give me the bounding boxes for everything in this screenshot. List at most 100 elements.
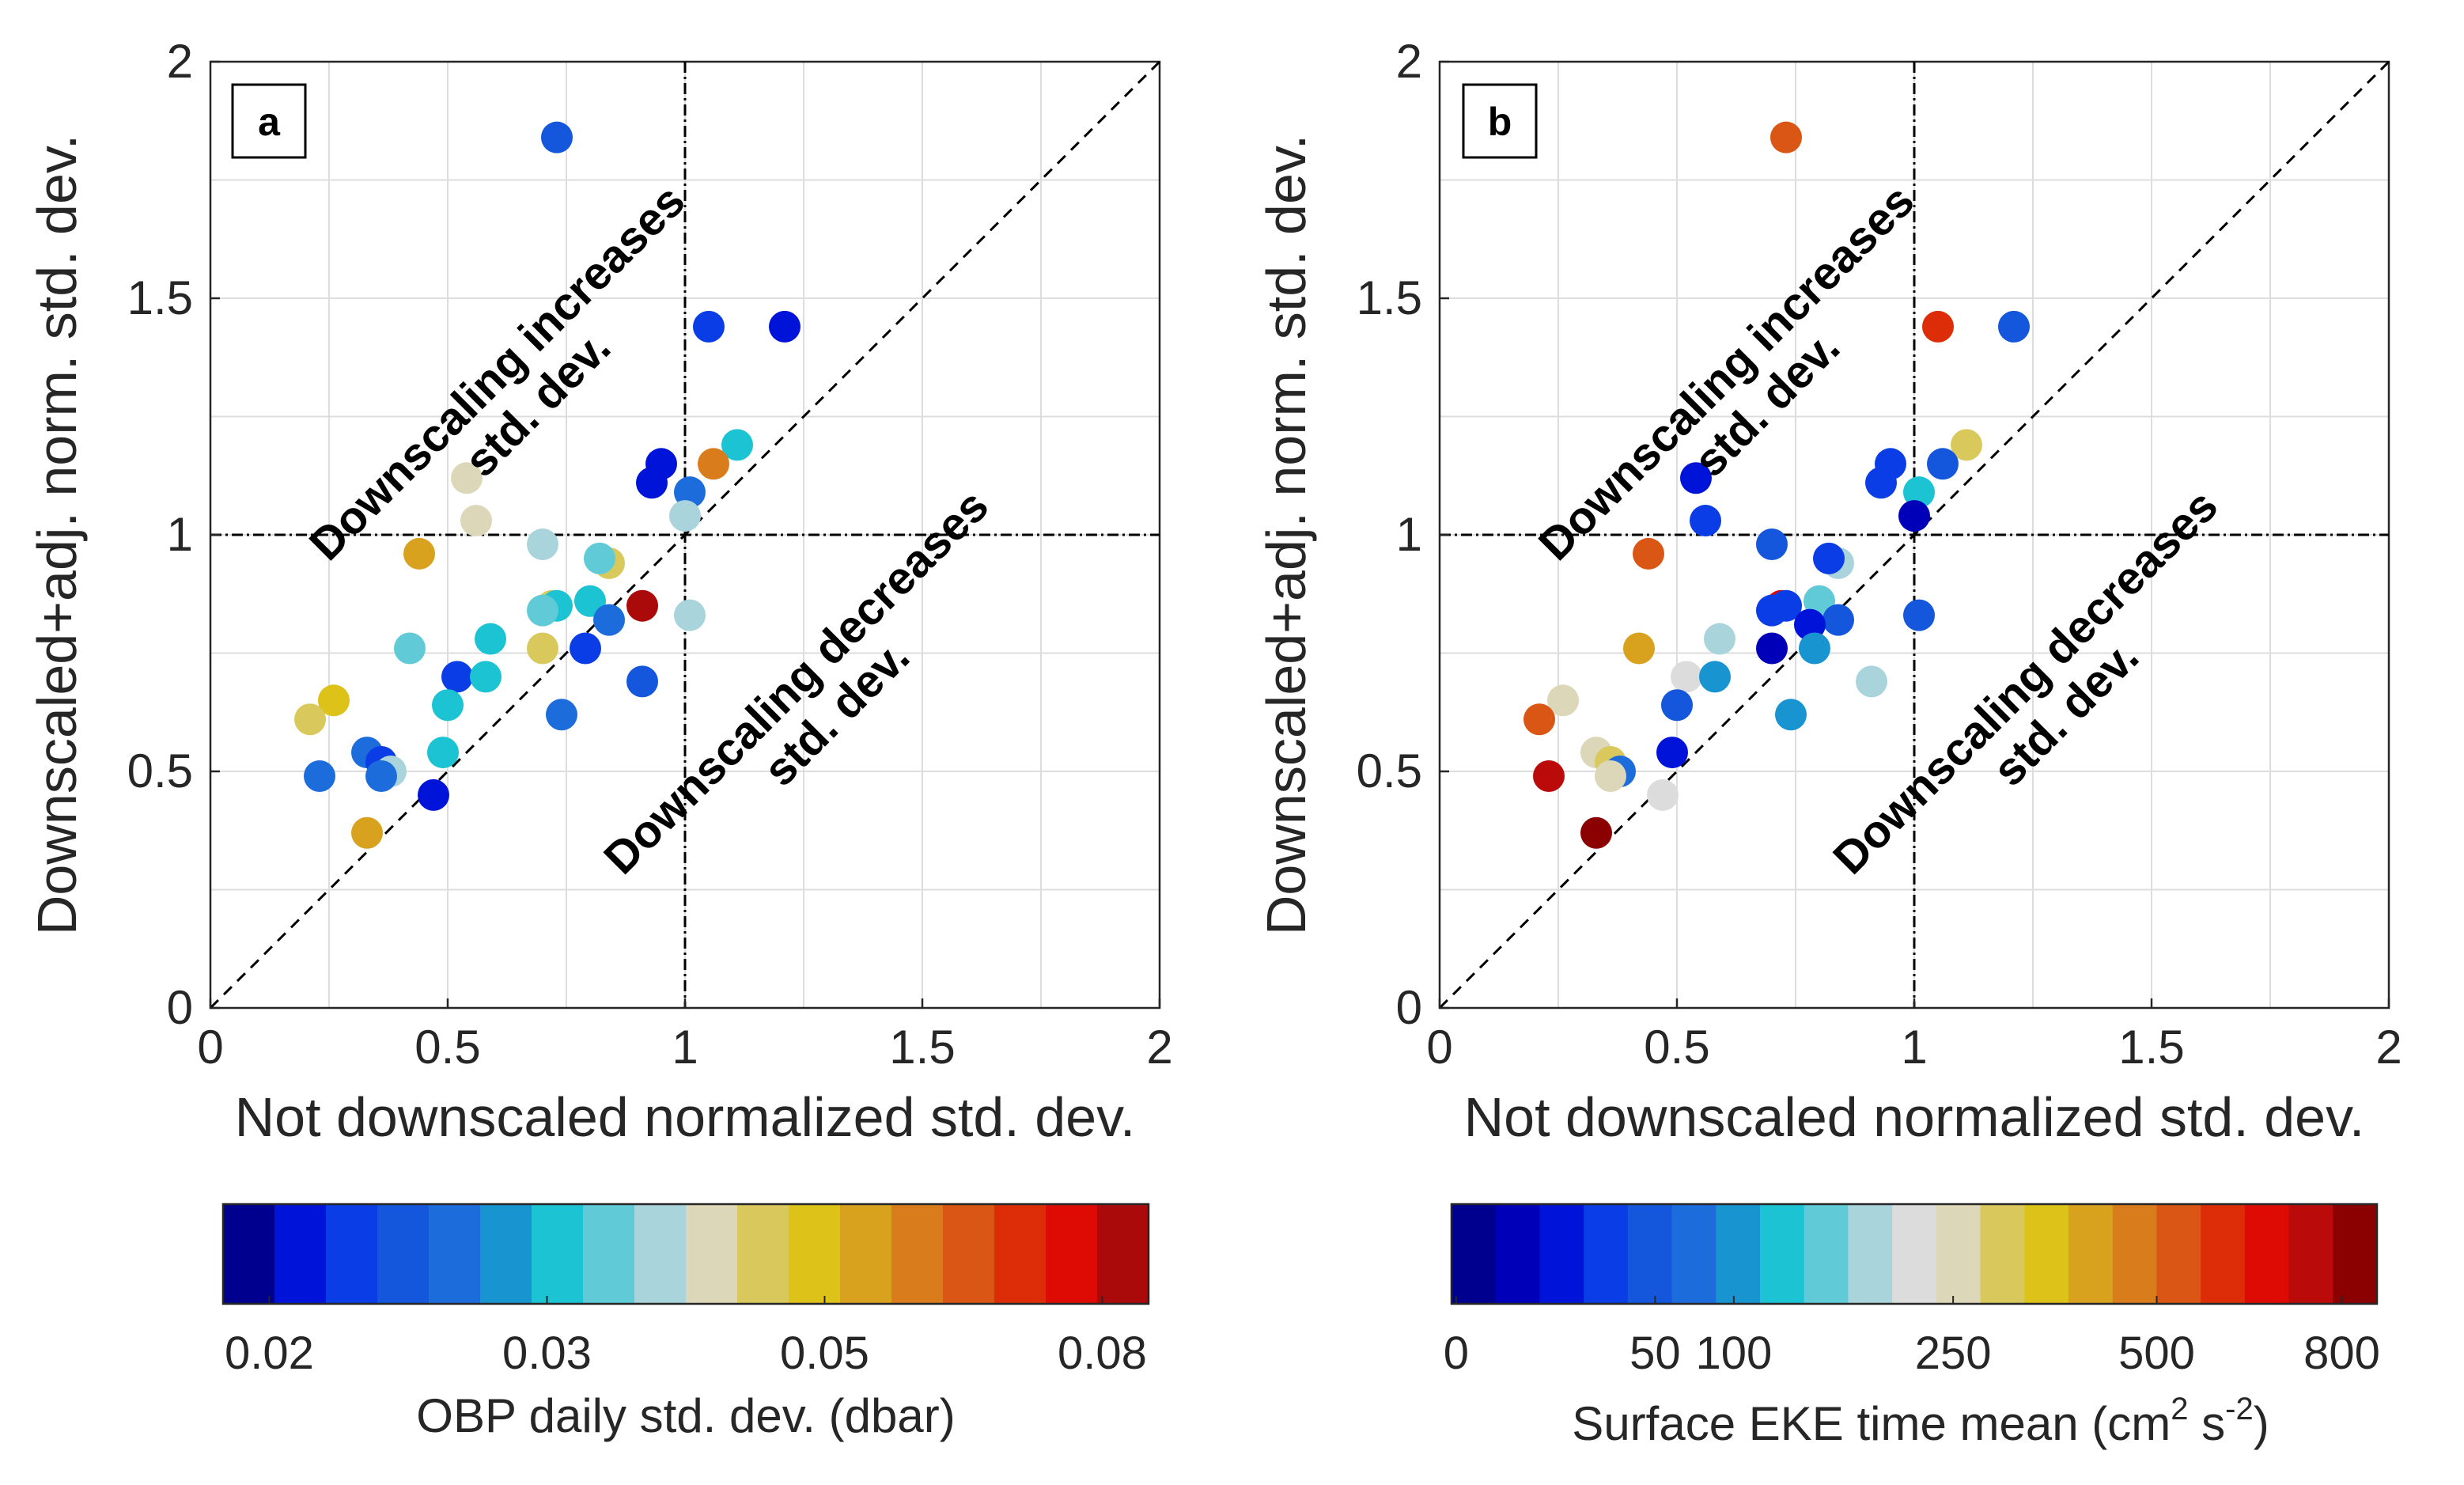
panel-a-annotation-increases: Downscaling increases std. dev.: [300, 166, 740, 606]
panel-a-colorbar-segment: [1097, 1204, 1149, 1304]
panel-a-y-tick-label: 0.5: [127, 744, 193, 797]
panel-b-data-point: [1799, 632, 1830, 665]
panel-a-data-point: [418, 778, 449, 811]
panel-b-colorbar-segment: [1760, 1204, 1805, 1304]
panel-a-grid: [210, 62, 1160, 1008]
panel-b-colorbar-segment: [1627, 1204, 1673, 1304]
panel-b-colorbar-segment: [1936, 1204, 1981, 1304]
panel-a-data-point: [304, 760, 335, 792]
panel-b-colorbar-frame: [1450, 1203, 2379, 1305]
panel-a-data-point: [451, 462, 483, 494]
panel-a-colorbar-segment: [480, 1204, 532, 1304]
panel-a-data-point: [669, 500, 701, 532]
panel-b-y-tick-label: 2: [1396, 35, 1422, 88]
panel-b-data-point: [1903, 599, 1935, 631]
panel-b-data-point: [1865, 467, 1897, 499]
panel-b-colorbar-segment: [1584, 1204, 1629, 1304]
panel-a-data-point: [441, 661, 473, 693]
panel-a-data-point: [427, 737, 459, 769]
panel-a-data-point: [294, 703, 326, 736]
panel-b-points: [1523, 121, 2030, 849]
panel-a-colorbar: [221, 1203, 1150, 1305]
panel-a-y-tick-label: 2: [167, 35, 193, 88]
panel-b-colorbar-segment: [1452, 1204, 1497, 1304]
panel-a-data-point: [674, 599, 706, 631]
panel-a-data-point: [593, 604, 625, 636]
panel-b-colorbar-tick-label: 250: [1915, 1328, 1992, 1379]
panel-a-data-point: [432, 689, 464, 722]
panel-b-annotation-decreases: Downscaling decreases std. dev.: [1823, 471, 2273, 920]
panel-a-data-point: [527, 632, 558, 665]
panel-b-colorbar: [1450, 1203, 2379, 1305]
panel-b-data-point: [1633, 537, 1664, 570]
panel-b-colorbar-segment: [1980, 1204, 2025, 1304]
panel-a-colorbar-segment: [634, 1204, 687, 1304]
panel-b-data-point: [1699, 661, 1731, 693]
panel-a-data-point: [626, 589, 658, 622]
panel-a-colorbar-segment: [1046, 1204, 1098, 1304]
panel-a-y-tick-label: 0: [167, 981, 193, 1034]
panel-a-x-tick-label: 0.5: [414, 1021, 480, 1074]
panel-b-colorbar-segment: [1804, 1204, 1849, 1304]
panel-a-colorbar-segment: [223, 1204, 275, 1304]
panel-a-points: [294, 121, 801, 849]
panel-b-data-point: [1998, 310, 2030, 343]
panel-b-colorbar-label-mid: s: [2188, 1397, 2225, 1450]
panel-a-data-point: [693, 310, 725, 343]
panel-a-colorbar-segment: [686, 1204, 738, 1304]
panel-b-colorbar-segment: [2201, 1204, 2246, 1304]
panel-b-y-ticks: 0 0.5 1 1.5 2: [1357, 35, 1449, 1034]
panel-a-colorbar-segment: [943, 1204, 995, 1304]
panel-b-data-point: [1547, 684, 1579, 717]
panel-b-colorbar-segment: [1495, 1204, 1541, 1304]
panel-b-colorbar-ticks: 0 50 100 250 500 800: [1444, 1296, 2380, 1379]
panel-a-colorbar-segment: [377, 1204, 430, 1304]
panel-b-colorbar-segment: [2024, 1204, 2069, 1304]
panel-a-colorbar-segment: [583, 1204, 635, 1304]
panel-b-colorbar-segment: [1716, 1204, 1761, 1304]
panel-a-x-tick-label: 0: [197, 1021, 223, 1074]
panel-b-colorbar-tick-label: 800: [2303, 1328, 2380, 1379]
panel-b-data-point: [1822, 604, 1854, 636]
panel-a-colorbar-label: OBP daily std. dev. (dbar): [416, 1389, 955, 1442]
panel-b-x-tick-label: 1: [1901, 1021, 1927, 1074]
panel-a-data-point: [546, 699, 577, 731]
panel-b-y-tick-label: 1.5: [1357, 271, 1422, 324]
panel-a-colorbar-tick-label: 0.05: [780, 1328, 869, 1379]
panel-a-x-ticks: 0 0.5 1 1.5 2: [197, 998, 1173, 1074]
panel-a-data-point: [318, 684, 350, 717]
panel-b-label: b: [1488, 100, 1512, 144]
panel-b-colorbar-segment: [1892, 1204, 1937, 1304]
panel-a-data-point: [721, 429, 753, 461]
panel-b-data-point: [1903, 476, 1935, 509]
panel-b-y-tick-label: 0: [1396, 981, 1422, 1034]
panel-a-colorbar-frame: [221, 1203, 1150, 1305]
panel-b-colorbar-segment: [2068, 1204, 2114, 1304]
panel-a-data-point: [541, 121, 573, 153]
panel-b-colorbar-tick-label: 500: [2118, 1328, 2195, 1379]
panel-a-data-point: [527, 594, 558, 627]
panel-a-colorbar-ticks: 0.02 0.03 0.05 0.08: [225, 1296, 1147, 1379]
panel-b-data-point: [1690, 505, 1721, 537]
panel-a-colorbar-tick-label: 0.08: [1058, 1328, 1147, 1379]
panel-a-x-tick-label: 1.5: [889, 1021, 955, 1074]
panel-a-x-tick-label: 2: [1146, 1021, 1172, 1074]
panel-b-colorbar-segment: [2112, 1204, 2158, 1304]
panel-b-colorbar-segment: [1671, 1204, 1716, 1304]
panel-b-data-point: [1533, 760, 1565, 792]
panel-b-x-tick-label: 0.5: [1644, 1021, 1709, 1074]
panel-a-data-point: [394, 632, 426, 665]
panel-a-colorbar-segment: [429, 1204, 481, 1304]
panel-b-data-point: [1898, 500, 1930, 532]
panel-b-colorbar-label: Surface EKE time mean (cm2 s-2): [1572, 1392, 2269, 1450]
panel-b-colorbar-segment: [2333, 1204, 2378, 1304]
panel-b-data-point: [1922, 310, 1954, 343]
panel-a-data-point: [674, 476, 706, 509]
panel-a-colorbar-segment: [326, 1204, 378, 1304]
panel-b-x-axis-label: Not downscaled normalized std. dev.: [1464, 1086, 2365, 1148]
panel-b-colorbar-tick-label: 0: [1444, 1328, 1469, 1379]
panel-b-data-point: [1671, 661, 1702, 693]
panel-a-colorbar-segment: [274, 1204, 327, 1304]
panel-b-colorbar-segment: [1848, 1204, 1893, 1304]
